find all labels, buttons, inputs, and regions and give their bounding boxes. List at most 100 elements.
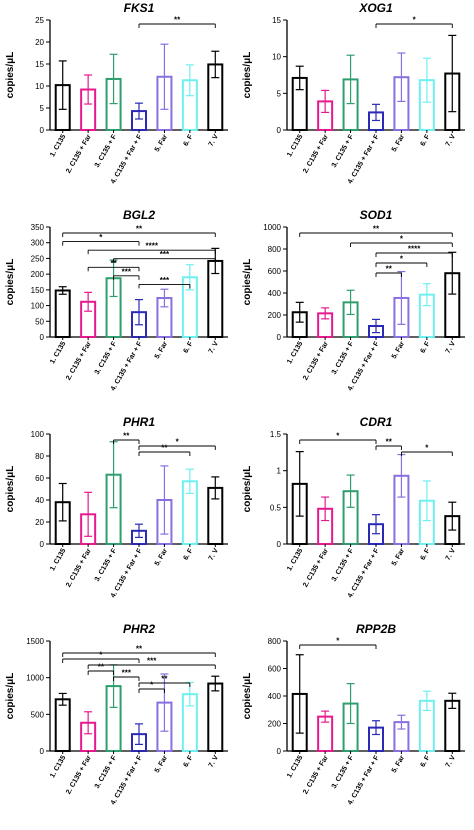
- category-label: 1. C135: [286, 340, 304, 365]
- y-tick-label: 20: [35, 518, 44, 527]
- category-label: 1. C135: [286, 754, 304, 779]
- y-tick-label: 0: [40, 540, 45, 549]
- category-label: 5. Far: [391, 754, 407, 774]
- y-tick-label: 1500: [26, 637, 44, 646]
- category-label: 5. Far: [154, 133, 170, 153]
- y-tick-label: 15: [272, 16, 281, 25]
- significance-label: **: [174, 16, 181, 25]
- significance-label: ***: [160, 250, 170, 259]
- y-tick-label: 1000: [26, 674, 44, 683]
- y-tick-label: 5: [40, 104, 45, 113]
- category-label: 5. Far: [154, 547, 170, 567]
- y-tick-label: 200: [31, 270, 45, 279]
- y-tick-label: 0: [277, 333, 282, 342]
- significance-label: *: [99, 233, 103, 242]
- chart-title: SOD1: [360, 208, 393, 222]
- y-tick-label: 10: [272, 53, 281, 62]
- y-tick-label: 200: [268, 311, 282, 320]
- y-axis-label: copies/μL: [5, 673, 16, 720]
- category-label: 5. Far: [154, 340, 170, 360]
- y-tick-label: 40: [35, 496, 44, 505]
- chart-svg: BGL2 copies/μL 0 50 100 150 200 250 300 350 1. C13…: [5, 208, 228, 392]
- category-label: 2. C135 + Far: [65, 754, 93, 795]
- y-tick-label: 1: [277, 467, 282, 476]
- category-label: 7. V: [208, 754, 220, 769]
- significance-label: **: [123, 432, 130, 441]
- y-tick-label: 25: [35, 16, 44, 25]
- y-tick-label: 0: [277, 126, 282, 135]
- significance-label: **: [98, 663, 105, 672]
- category-label: 2. C135 + Far: [302, 133, 330, 174]
- y-axis-label: copies/μL: [242, 52, 253, 99]
- category-label: 2. C135 + Far: [65, 547, 93, 588]
- significance-label: *: [400, 235, 404, 244]
- y-axis-label: copies/μL: [5, 259, 16, 306]
- significance-label: *: [400, 255, 404, 264]
- significance-label: *: [425, 444, 429, 453]
- y-axis-label: copies/μL: [5, 466, 16, 513]
- chart-title: FKS1: [124, 1, 155, 15]
- category-label: 2. C135 + Far: [302, 547, 330, 588]
- y-tick-label: 15: [35, 60, 44, 69]
- category-label: 3. C135 + F: [331, 340, 356, 376]
- bar: [54, 289, 71, 339]
- chart-panel-phr1: PHR1 copies/μL 0 20 40 60 80 100 1. C135 2. C135 …: [0, 414, 237, 621]
- chart-panel-fks1: FKS1 copies/μL 0 5 10 15 20 25 1. C135 2. C135 + …: [0, 0, 237, 207]
- category-label: 2. C135 + Far: [302, 340, 330, 381]
- category-label: 3. C135 + F: [331, 133, 356, 169]
- bar: [207, 682, 224, 752]
- category-label: 1. C135: [286, 133, 304, 158]
- chart-panel-sod1: SOD1 copies/μL 0 200 400 600 800 1000 1. C135 2. …: [237, 207, 474, 414]
- y-tick-label: 1000: [263, 223, 281, 232]
- y-tick-label: 80: [35, 452, 44, 461]
- chart-title: CDR1: [360, 415, 393, 429]
- y-tick-label: 0: [277, 540, 282, 549]
- significance-label: **: [136, 225, 143, 234]
- chart-panel-phr2: PHR2 copies/μL 0 500 1000 1500 1. C135 2. C135 …: [0, 621, 237, 828]
- chart-title: PHR2: [123, 622, 155, 636]
- category-label: 5. Far: [391, 547, 407, 567]
- significance-label: *: [336, 637, 340, 646]
- significance-label: ****: [145, 242, 158, 251]
- significance-label: **: [161, 675, 168, 684]
- chart-panel-bgl2: BGL2 copies/μL 0 50 100 150 200 250 300 350 1. C13…: [0, 207, 237, 414]
- category-label: 7. V: [445, 340, 457, 355]
- y-tick-label: 250: [31, 254, 45, 263]
- category-label: 1. C135: [286, 547, 304, 572]
- significance-label: ****: [408, 245, 421, 254]
- chart-title: XOG1: [358, 1, 393, 15]
- significance-label: ***: [147, 657, 157, 666]
- category-label: 3. C135 + F: [331, 754, 356, 790]
- chart-svg: SOD1 copies/μL 0 200 400 600 800 1000 1. C1352. …: [242, 208, 465, 392]
- category-label: 3. C135 + F: [94, 340, 119, 376]
- category-label: 7. V: [445, 133, 457, 148]
- y-tick-label: 20: [35, 38, 44, 47]
- chart-panel-rpp2b: RPP2B copies/μL 0 200 400 600 800 1. C135 2. C13…: [237, 621, 474, 828]
- significance-label: *: [413, 16, 417, 25]
- category-label: 7. V: [208, 340, 220, 355]
- category-label: 1. C135: [49, 547, 67, 572]
- y-tick-label: 0: [40, 333, 45, 342]
- chart-panel-cdr1: CDR1 copies/μL 0 0.5 1 1.5 1. C135 2. C135 + Fa…: [237, 414, 474, 621]
- y-tick-label: 50: [35, 317, 44, 326]
- significance-label: *: [336, 432, 340, 441]
- y-tick-label: 0: [40, 747, 45, 756]
- significance-label: **: [110, 259, 117, 268]
- y-axis-label: copies/μL: [242, 259, 253, 306]
- category-label: 6. F: [419, 754, 431, 769]
- significance-label: **: [386, 265, 393, 274]
- category-label: 6. F: [182, 340, 194, 355]
- category-label: 2. C135 + Far: [302, 754, 330, 795]
- category-label: 3. C135 + F: [94, 547, 119, 583]
- category-label: 3. C135 + F: [94, 133, 119, 169]
- y-tick-label: 0: [40, 126, 45, 135]
- category-label: 2. C135 + Far: [65, 133, 93, 174]
- y-tick-label: 60: [35, 474, 44, 483]
- y-tick-label: 600: [268, 665, 282, 674]
